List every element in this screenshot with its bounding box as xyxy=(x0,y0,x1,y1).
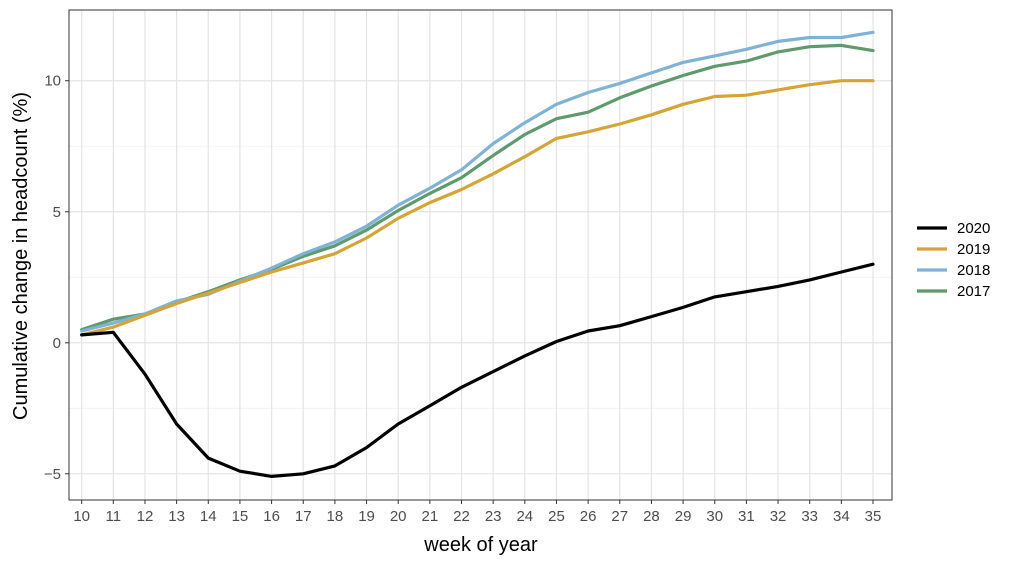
x-tick-label: 32 xyxy=(770,508,787,525)
series-line-2019 xyxy=(80,79,875,337)
x-tick-label: 27 xyxy=(611,508,628,525)
x-tick-label: 31 xyxy=(738,508,755,525)
x-tick-label: 11 xyxy=(106,508,122,525)
x-tick-label: 28 xyxy=(643,508,660,525)
x-tick-label: 23 xyxy=(485,508,502,525)
legend-label-2019: 2019 xyxy=(957,241,990,258)
x-tick-label: 29 xyxy=(675,508,692,525)
legend-label-2020: 2020 xyxy=(957,220,990,237)
plot-frame xyxy=(68,9,893,501)
y-axis-ticks: −5 0 5 10 xyxy=(44,73,69,483)
x-tick-label: 18 xyxy=(327,508,344,525)
x-tick-label: 22 xyxy=(453,508,470,525)
x-tick-label: 15 xyxy=(232,508,249,525)
x-tick-label: 24 xyxy=(516,508,533,525)
plot-area xyxy=(69,10,892,500)
x-tick-label: 35 xyxy=(865,508,882,525)
legend: 2020 2019 2018 2017 xyxy=(917,220,990,300)
x-axis-ticks: 10 11 12 13 14 15 16 17 18 19 20 21 22 23 24 25 26 27 28 29… xyxy=(73,500,881,525)
plot-panel xyxy=(69,10,892,500)
x-tick-label: 26 xyxy=(580,508,597,525)
x-tick-label: 12 xyxy=(137,508,154,525)
y-tick-label: 5 xyxy=(53,204,61,221)
y-tick-label: 10 xyxy=(44,73,61,90)
y-tick-label: 0 xyxy=(53,335,61,352)
x-tick-label: 16 xyxy=(263,508,280,525)
legend-label-2018: 2018 xyxy=(957,262,990,279)
panel-border xyxy=(68,9,893,501)
legend-label-2017: 2017 xyxy=(957,283,990,300)
x-tick-label: 30 xyxy=(706,508,723,525)
x-tick-label: 21 xyxy=(422,508,439,525)
x-tick-label: 20 xyxy=(390,508,407,525)
x-tick-label: 19 xyxy=(358,508,375,525)
x-tick-label: 13 xyxy=(168,508,185,525)
x-tick-label: 34 xyxy=(833,508,850,525)
x-tick-label: 25 xyxy=(548,508,565,525)
series-lines xyxy=(80,30,875,478)
x-axis-title: week of year xyxy=(423,534,538,556)
x-tick-label: 14 xyxy=(200,508,217,525)
x-tick-label: 33 xyxy=(801,508,818,525)
y-axis-title: Cumulative change in headcount (%) xyxy=(10,92,32,420)
x-tick-label: 17 xyxy=(295,508,312,525)
series-line-2020 xyxy=(80,262,875,478)
y-tick-label: −5 xyxy=(44,466,61,483)
x-tick-label: 10 xyxy=(73,508,90,525)
